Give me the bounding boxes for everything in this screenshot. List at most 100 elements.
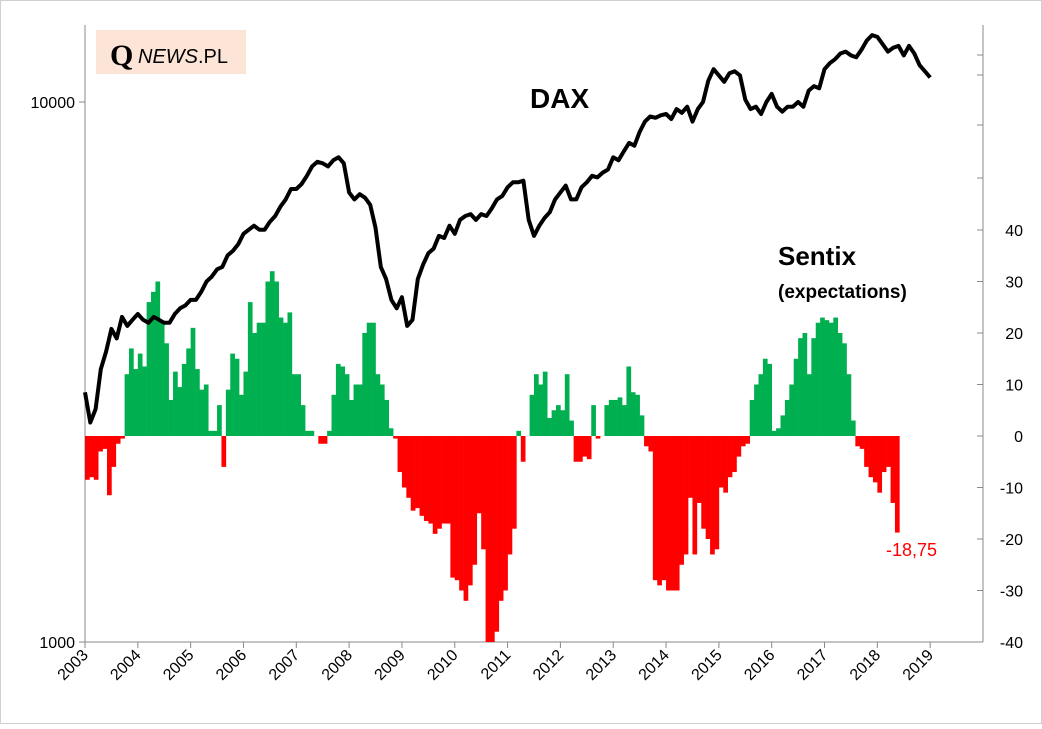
sentix-bar <box>683 436 689 555</box>
sentix-bar <box>547 417 552 436</box>
sentix-bar <box>410 436 416 511</box>
sentix-bar <box>287 312 293 436</box>
sentix-bar <box>622 405 627 436</box>
sentix-bar <box>617 397 623 437</box>
sentix-bar <box>771 430 777 436</box>
sentix-bar <box>749 399 755 436</box>
sentix-bar <box>89 436 95 478</box>
sentix-bar <box>115 436 121 444</box>
sentix-bar <box>269 271 275 436</box>
sentix-bar <box>247 302 253 436</box>
sentix-bar <box>820 317 825 436</box>
sentix-bar <box>371 322 376 436</box>
sentix-bar <box>793 358 799 436</box>
sentix-bar <box>366 322 372 436</box>
sentix-bar <box>758 374 764 436</box>
sentix-bar <box>538 384 544 436</box>
sentix-bar <box>212 430 218 436</box>
sentix-bar <box>353 384 359 436</box>
sentix-bar <box>881 436 887 473</box>
sentix-bar <box>146 302 152 436</box>
sentix-bar <box>296 374 301 436</box>
sentix-bar <box>190 327 196 436</box>
logo-news: NEWS <box>138 46 199 68</box>
sentix-bar <box>586 436 592 460</box>
sentix-bar <box>159 322 165 436</box>
sentix-bar <box>723 436 728 493</box>
sentix-bar <box>556 405 561 436</box>
right-tick-label: 40 <box>1005 223 1023 240</box>
qnews-logo: Q NEWS .PL <box>96 30 246 74</box>
sentix-bar <box>850 420 856 436</box>
sentix-bar <box>85 436 90 480</box>
sentix-bar <box>401 436 407 488</box>
right-tick-label: -30 <box>1000 584 1023 601</box>
sentix-bar <box>441 436 447 524</box>
sentix-bar <box>230 353 235 436</box>
sentix-bar <box>679 436 684 565</box>
sentix-bar <box>859 436 865 449</box>
sentix-bar <box>657 436 662 586</box>
sentix-bar <box>507 436 513 555</box>
left-tick-label: 1000 <box>39 635 75 652</box>
sentix-bar <box>349 399 354 436</box>
sentix-bar <box>511 436 517 529</box>
sentix-bar <box>217 405 222 436</box>
sentix-bar <box>397 436 403 473</box>
sentix-bar <box>591 405 596 436</box>
sentix-bar <box>846 374 852 436</box>
sentix-bar <box>613 399 618 436</box>
sentix-bar <box>824 320 830 437</box>
sentix-bar <box>133 369 139 436</box>
sentix-bars <box>85 271 900 642</box>
sentix-bar <box>467 436 473 586</box>
sentix-bar <box>718 436 724 488</box>
left-tick-label: 10000 <box>31 95 76 112</box>
sentix-bar <box>459 436 464 591</box>
sentix-bar <box>705 436 711 539</box>
sentix-bar <box>454 436 460 581</box>
sentix-bar <box>604 405 610 436</box>
sentix-bar <box>644 436 649 447</box>
sentix-bar <box>155 281 161 436</box>
sentix-bar <box>265 281 271 436</box>
sentix-bar <box>274 281 279 436</box>
right-tick-label: 10 <box>1005 378 1023 395</box>
sentix-bar <box>710 436 715 555</box>
sentix-bar <box>828 322 834 436</box>
sentix-bar <box>309 430 315 436</box>
sentix-title: Sentix <box>778 241 857 271</box>
right-tick-label: 0 <box>1014 429 1023 446</box>
sentix-bar <box>855 436 861 447</box>
dax-series-line <box>83 33 932 425</box>
sentix-bar <box>833 317 839 436</box>
sentix-bar <box>608 399 614 436</box>
sentix-bar <box>789 384 795 436</box>
sentix-subtitle: (expectations) <box>778 282 907 303</box>
sentix-bar <box>626 366 632 436</box>
sentix-bar <box>864 436 869 467</box>
sentix-bar <box>754 384 759 436</box>
sentix-bar <box>415 436 420 509</box>
left-axis-ticks: 1000 10000 <box>31 95 85 652</box>
sentix-bar <box>142 366 147 436</box>
sentix-bar <box>872 436 878 483</box>
sentix-bar <box>868 436 874 478</box>
sentix-bar <box>534 374 539 436</box>
sentix-bar <box>806 374 812 436</box>
sentix-bar <box>688 436 693 498</box>
sentix-bar <box>164 343 169 436</box>
sentix-bar <box>815 322 821 436</box>
sentix-bar <box>798 338 803 436</box>
sentix-bar <box>195 369 200 436</box>
sentix-bar <box>714 436 720 550</box>
sentix-bar <box>494 436 500 632</box>
sentix-bar <box>767 363 772 436</box>
sentix-bar <box>639 415 645 436</box>
sentix-bar <box>357 384 363 436</box>
sentix-bar <box>379 384 385 436</box>
sentix-bar <box>344 374 350 436</box>
sentix-bar <box>199 389 205 436</box>
